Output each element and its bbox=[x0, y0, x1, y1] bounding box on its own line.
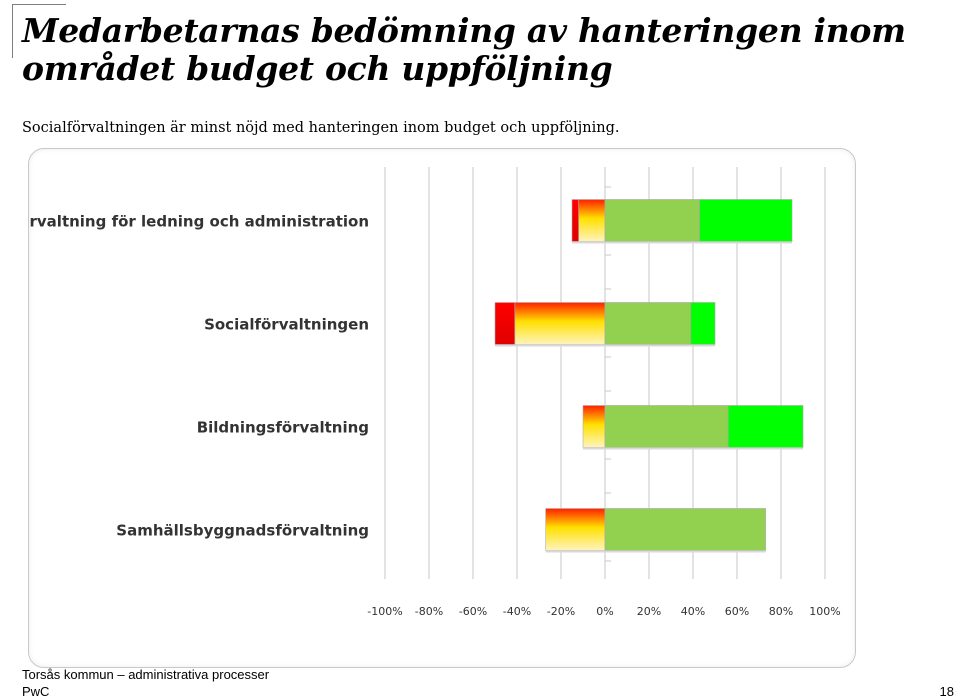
bar-segment-very-positive bbox=[699, 199, 793, 242]
diverging-bar-chart: -100% -80% -60% -40% -20% 0% 20% 40% 60% 80% 100% F… bbox=[29, 167, 841, 618]
bar-segment-negative bbox=[582, 405, 606, 448]
chart-frame: -100% -80% -60% -40% -20% 0% 20% 40% 60% 80% 100% F… bbox=[28, 148, 856, 668]
bar-segment-positive bbox=[604, 405, 729, 448]
category-label: Socialförvaltningen bbox=[204, 316, 369, 334]
x-tick-label: -60% bbox=[459, 605, 487, 618]
bar-segment-positive bbox=[604, 508, 766, 551]
bar-segment-very-negative bbox=[494, 302, 516, 345]
footer-organization: Torsås kommun – administrativa processer bbox=[22, 667, 270, 682]
corner-accent-vertical bbox=[12, 4, 13, 58]
slide-subtitle: Socialförvaltningen är minst nöjd med ha… bbox=[22, 120, 620, 136]
footer-brand: PwC bbox=[22, 684, 50, 699]
x-tick-label: 0% bbox=[596, 605, 613, 618]
bar-segment-positive bbox=[604, 302, 692, 345]
category-label: Förvaltning för ledning och administrati… bbox=[29, 213, 369, 231]
bar-segment-very-negative bbox=[571, 199, 579, 242]
x-tick-label: 60% bbox=[725, 605, 749, 618]
bar-segment-negative bbox=[545, 508, 606, 551]
bar-segment-very-positive bbox=[690, 302, 716, 345]
x-tick-label: -40% bbox=[503, 605, 531, 618]
bar-segment-positive bbox=[604, 199, 700, 242]
slide-title: Medarbetarnas bedömning av hanteringen i… bbox=[22, 11, 906, 88]
x-tick-label: 40% bbox=[681, 605, 705, 618]
bar-segment-very-positive bbox=[727, 405, 804, 448]
corner-accent-horizontal bbox=[12, 4, 66, 5]
page-number: 18 bbox=[939, 684, 954, 699]
x-tick-label: 80% bbox=[769, 605, 793, 618]
category-label: Bildningsförvaltning bbox=[197, 419, 369, 437]
x-tick-label: -80% bbox=[415, 605, 443, 618]
x-tick-label: -20% bbox=[547, 605, 575, 618]
x-tick-label: -100% bbox=[367, 605, 402, 618]
x-tick-label: 100% bbox=[809, 605, 840, 618]
bar-segment-negative bbox=[578, 199, 606, 242]
bar-segment-negative bbox=[514, 302, 606, 345]
x-tick-label: 20% bbox=[637, 605, 661, 618]
category-label: Samhällsbyggnadsförvaltning bbox=[116, 522, 369, 540]
